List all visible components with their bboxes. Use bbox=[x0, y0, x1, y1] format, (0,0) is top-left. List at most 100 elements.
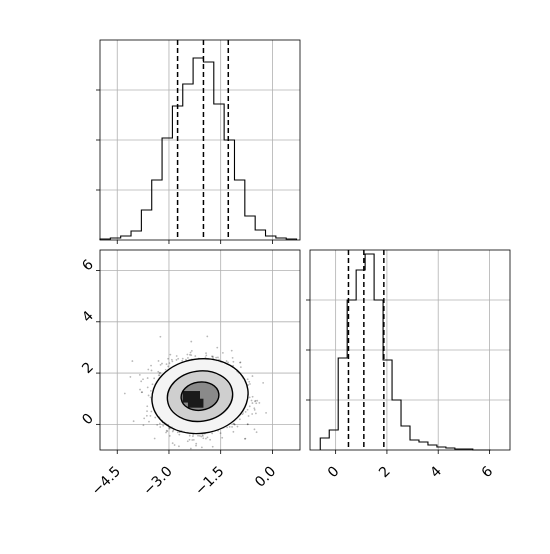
scatter-point bbox=[244, 410, 247, 413]
scatter-point bbox=[190, 340, 193, 343]
scatter-point bbox=[168, 362, 171, 365]
scatter-point bbox=[159, 426, 162, 428]
scatter-point bbox=[141, 391, 144, 394]
scatter-point bbox=[265, 411, 267, 414]
scatter-point bbox=[179, 452, 181, 454]
scatter-point bbox=[232, 430, 235, 433]
scatter-point bbox=[231, 426, 233, 428]
scatter-point bbox=[181, 357, 184, 360]
scatter-point bbox=[244, 437, 247, 440]
scatter-point bbox=[153, 437, 156, 440]
scatter-point bbox=[146, 405, 149, 408]
scatter-point bbox=[192, 438, 195, 441]
histogram-step-line bbox=[319, 253, 491, 451]
scatter-point bbox=[247, 415, 250, 417]
scatter-point bbox=[211, 445, 214, 448]
panel-0-frame bbox=[99, 39, 301, 241]
scatter-point bbox=[239, 366, 242, 369]
panel-0-histogram bbox=[99, 40, 298, 240]
density-core bbox=[187, 398, 204, 408]
panel-1-ytick-label: 2 bbox=[79, 359, 97, 377]
scatter-point bbox=[168, 427, 171, 430]
scatter-point bbox=[239, 361, 241, 364]
scatter-point bbox=[255, 431, 258, 434]
scatter-point bbox=[132, 420, 135, 423]
scatter-point bbox=[146, 410, 148, 413]
scatter-point bbox=[228, 425, 231, 428]
scatter-point bbox=[165, 429, 168, 432]
scatter-point bbox=[249, 383, 251, 385]
scatter-point bbox=[188, 462, 190, 464]
scatter-point bbox=[175, 355, 178, 357]
scatter-point bbox=[190, 354, 193, 357]
scatter-point bbox=[153, 377, 156, 380]
scatter-point bbox=[233, 423, 236, 426]
scatter-point bbox=[188, 353, 191, 356]
scatter-point bbox=[129, 376, 132, 378]
scatter-point bbox=[194, 355, 197, 357]
scatter-point bbox=[253, 428, 256, 431]
scatter-point bbox=[248, 396, 251, 399]
panel-1-frame bbox=[99, 249, 301, 451]
scatter-point bbox=[239, 361, 242, 364]
scatter-point bbox=[254, 399, 257, 402]
panel-1-xtick-label: 0.0 bbox=[252, 464, 279, 491]
scatter-point bbox=[154, 416, 157, 419]
panel-2-axes: 0 2 4 6 bbox=[306, 250, 510, 481]
panel-1-ytick-label: 6 bbox=[79, 257, 97, 275]
scatter-point bbox=[131, 360, 134, 362]
panel-1-scatter bbox=[123, 335, 267, 464]
scatter-point bbox=[191, 435, 194, 438]
scatter-point bbox=[246, 423, 249, 426]
panel-2-xtick-label: 6 bbox=[479, 463, 497, 481]
scatter-point bbox=[150, 410, 153, 413]
scatter-point bbox=[244, 437, 246, 440]
scatter-point bbox=[140, 391, 143, 394]
scatter-point bbox=[173, 444, 176, 446]
scatter-point bbox=[247, 384, 250, 386]
scatter-point bbox=[181, 359, 184, 362]
scatter-point bbox=[176, 431, 179, 434]
contour-outer bbox=[151, 358, 249, 435]
scatter-point bbox=[159, 371, 162, 374]
scatter-point bbox=[150, 369, 153, 372]
scatter-point bbox=[246, 378, 249, 381]
scatter-point bbox=[150, 364, 152, 367]
panel-2-histogram bbox=[319, 250, 491, 451]
panel-2-xtick-label: 4 bbox=[427, 463, 445, 481]
scatter-point bbox=[149, 414, 152, 417]
scatter-point bbox=[123, 392, 126, 395]
scatter-point bbox=[251, 402, 254, 404]
scatter-point bbox=[253, 407, 256, 410]
panel-1-xtick-label: −1.5 bbox=[192, 464, 227, 499]
scatter-point bbox=[156, 424, 159, 426]
panel-1-ytick-label: 0 bbox=[79, 411, 97, 429]
scatter-point bbox=[172, 429, 175, 432]
scatter-point bbox=[149, 389, 152, 392]
scatter-point bbox=[190, 350, 193, 352]
scatter-point bbox=[178, 433, 181, 436]
scatter-point bbox=[146, 377, 149, 379]
scatter-point bbox=[225, 360, 228, 362]
panel-1-ytick-label: 4 bbox=[79, 308, 97, 326]
scatter-point bbox=[166, 430, 169, 433]
scatter-point bbox=[186, 440, 189, 443]
scatter-point bbox=[168, 435, 171, 437]
scatter-point bbox=[171, 442, 174, 445]
scatter-point bbox=[221, 351, 224, 354]
scatter-point bbox=[198, 434, 201, 437]
scatter-point bbox=[185, 358, 187, 361]
contour-inner bbox=[180, 381, 220, 412]
scatter-point bbox=[262, 381, 265, 384]
scatter-point bbox=[205, 437, 207, 440]
scatter-point bbox=[251, 375, 254, 377]
scatter-point bbox=[232, 360, 235, 363]
scatter-point bbox=[165, 363, 168, 366]
scatter-point bbox=[146, 386, 149, 389]
scatter-point bbox=[219, 432, 222, 435]
scatter-point bbox=[189, 447, 192, 450]
scatter-point bbox=[197, 434, 199, 437]
scatter-point bbox=[246, 423, 249, 426]
